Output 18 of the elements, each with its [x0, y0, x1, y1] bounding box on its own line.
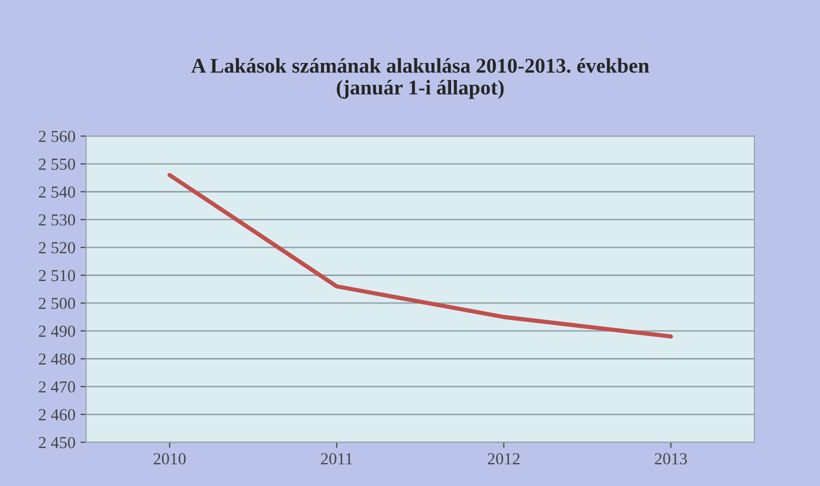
- x-tick-label: 2012: [488, 453, 520, 464]
- y-tick-label: 2 500: [38, 298, 76, 310]
- x-tick-label: 2013: [654, 453, 687, 464]
- y-tick-label: 2 550: [38, 158, 76, 170]
- x-tick-label: 2010: [154, 453, 186, 464]
- y-tick-label: 2 510: [38, 270, 76, 282]
- y-tick-label: 2 450: [38, 436, 76, 448]
- y-tick-label: 2 560: [38, 130, 76, 142]
- y-tick-label: 2 540: [38, 186, 76, 198]
- y-tick-label: 2 460: [38, 409, 76, 420]
- y-tick-label: 2 490: [38, 326, 76, 337]
- line-series: [168, 172, 673, 339]
- x-tick-label: 2011: [321, 453, 352, 464]
- y-tick-label: 2 520: [38, 242, 76, 254]
- chart-title: A Lakások számának alakulása 2010-2013. években (január 1-i állapot): [191, 58, 650, 99]
- y-tick-label: 2 470: [38, 381, 76, 393]
- y-tick-label: 2 530: [38, 214, 76, 226]
- y-tick-label: 2 480: [38, 353, 76, 365]
